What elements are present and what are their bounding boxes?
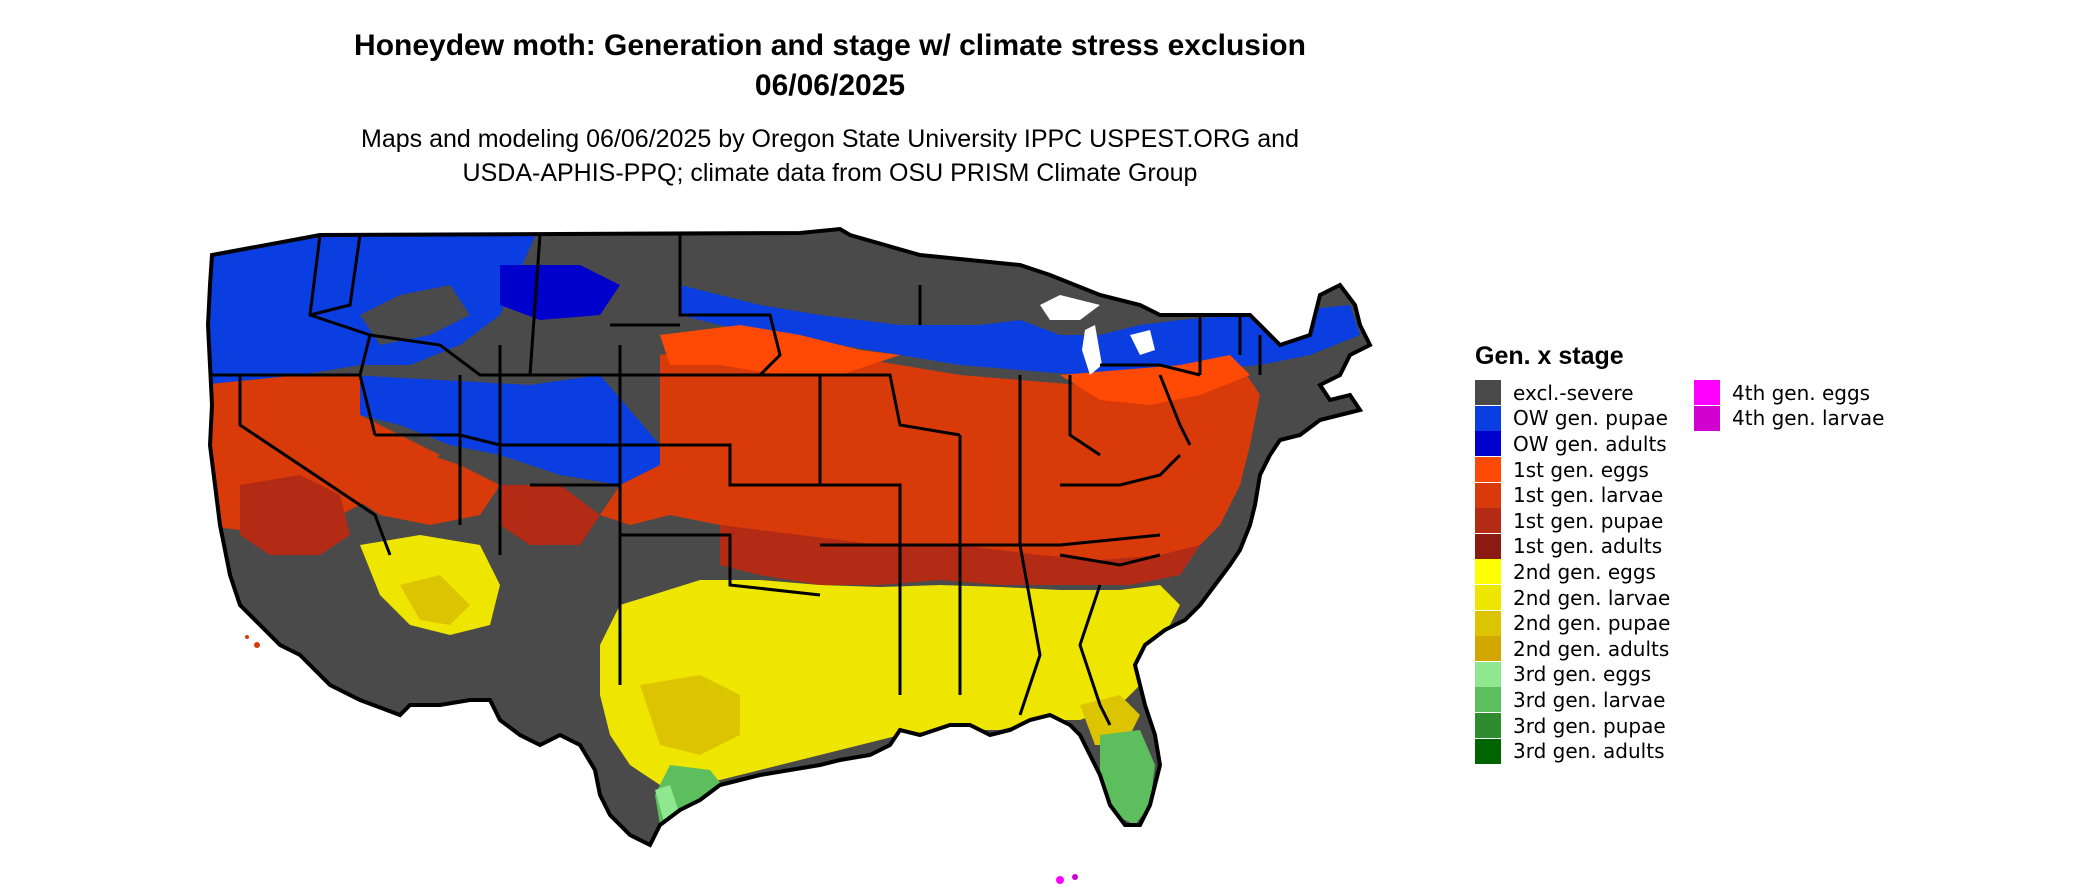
legend-label: OW gen. adults [1513, 431, 1667, 456]
legend-item: 2nd gen. adults [1475, 636, 1670, 662]
zone-ow-pupae-north [680, 285, 1360, 375]
zone-2nd-pupae-arizona [400, 575, 470, 625]
legend-label: 4th gen. eggs [1732, 380, 1871, 405]
zone-ow-adults-montana [500, 265, 620, 320]
legend-label: 3rd gen. eggs [1513, 662, 1652, 687]
map-date: 06/06/2025 [754, 69, 906, 102]
legend-label: OW gen. pupae [1513, 406, 1668, 431]
state-borders [212, 234, 1262, 726]
legend-title: Gen. x stage [1475, 342, 1624, 370]
legend-column-2: 4th gen. eggs 4th gen. larvae [1694, 380, 1884, 431]
legend-swatch [1475, 559, 1501, 585]
legend-swatch [1475, 738, 1501, 764]
map-credit-line-2: USDA-APHIS-PPQ; climate data from OSU PR… [462, 159, 1198, 187]
legend-label: 1st gen. adults [1513, 534, 1663, 559]
legend-swatch [1475, 687, 1501, 713]
legend-swatch [1694, 405, 1720, 431]
legend-item: 3rd gen. pupae [1475, 713, 1670, 739]
map-credit-line-1: Maps and modeling 06/06/2025 by Oregon S… [361, 125, 1299, 153]
us-phenology-map [206, 227, 1372, 884]
legend-label: 1st gen. larvae [1513, 483, 1664, 508]
legend-swatch [1475, 610, 1501, 636]
legend-swatch [1475, 457, 1501, 483]
legend-label: excl.-severe [1513, 380, 1634, 405]
legend-item: 1st gen. eggs [1475, 457, 1670, 483]
legend-item: 1st gen. adults [1475, 533, 1670, 560]
legend-swatch [1475, 431, 1501, 457]
legend-label: 3rd gen. pupae [1513, 713, 1666, 738]
zone-1st-eggs-appalachia [1060, 355, 1250, 405]
lake-michigan [1082, 325, 1102, 375]
florida-keys-4th-gen-b [1072, 874, 1078, 880]
zone-ow-pupae-great-basin [350, 375, 670, 485]
legend-swatch [1694, 380, 1720, 406]
zone-ow-pupae-west [208, 229, 540, 385]
legend-swatch [1475, 380, 1501, 406]
legend-swatch [1475, 661, 1501, 687]
legend-swatch [1475, 508, 1501, 534]
legend-item: 2nd gen. eggs [1475, 559, 1670, 585]
legend-label: 4th gen. larvae [1732, 406, 1885, 431]
zone-excluded-idaho [360, 285, 470, 345]
legend-swatch [1475, 533, 1501, 559]
lake-huron [1130, 330, 1155, 355]
legend-swatch [1475, 585, 1501, 611]
legend-label: 1st gen. eggs [1513, 457, 1649, 482]
map-title: Honeydew moth: Generation and stage w/ c… [354, 29, 1306, 62]
legend-swatch [1475, 636, 1501, 662]
lake-superior [1040, 295, 1100, 320]
legend-label: 1st gen. pupae [1513, 508, 1664, 533]
legend-swatch [1475, 405, 1501, 431]
zone-3rd-larvae-florida [1100, 730, 1155, 825]
legend-item: OW gen. pupae [1475, 405, 1670, 432]
channel-islands-a [254, 642, 260, 648]
legend-item: OW gen. adults [1475, 431, 1670, 457]
zone-1st-pupae-california [240, 475, 350, 555]
legend-item: 4th gen. larvae [1694, 405, 1885, 432]
legend-item: 2nd gen. pupae [1475, 610, 1670, 636]
legend-swatch [1475, 482, 1501, 508]
legend-item: 1st gen. pupae [1475, 508, 1670, 534]
florida-keys-4th-gen [1056, 876, 1064, 884]
legend-item: 3rd gen. eggs [1475, 661, 1670, 688]
legend-label: 3rd gen. larvae [1513, 687, 1666, 712]
legend-swatch [1475, 713, 1501, 739]
channel-islands-b [245, 635, 249, 639]
zone-1st-pupae-new-mexico [500, 485, 600, 545]
legend-column-1: excl.-severe OW gen. pupae OW gen. adult… [1475, 380, 1670, 764]
legend-item: 1st gen. larvae [1475, 482, 1670, 508]
legend-item: 3rd gen. adults [1475, 738, 1670, 764]
legend-item: 2nd gen. larvae [1475, 585, 1670, 611]
legend-label: 3rd gen. adults [1513, 739, 1665, 764]
legend-label: 2nd gen. larvae [1513, 585, 1671, 610]
zone-1st-larvae-central [600, 345, 1260, 565]
legend-item: 4th gen. eggs [1694, 380, 1884, 406]
legend-label: 2nd gen. adults [1513, 636, 1670, 661]
legend-item: excl.-severe [1475, 380, 1670, 406]
legend-label: 2nd gen. eggs [1513, 559, 1656, 584]
zone-2nd-pupae-texas [640, 675, 740, 755]
legend-item: 3rd gen. larvae [1475, 687, 1670, 713]
legend-label: 2nd gen. pupae [1513, 611, 1671, 636]
